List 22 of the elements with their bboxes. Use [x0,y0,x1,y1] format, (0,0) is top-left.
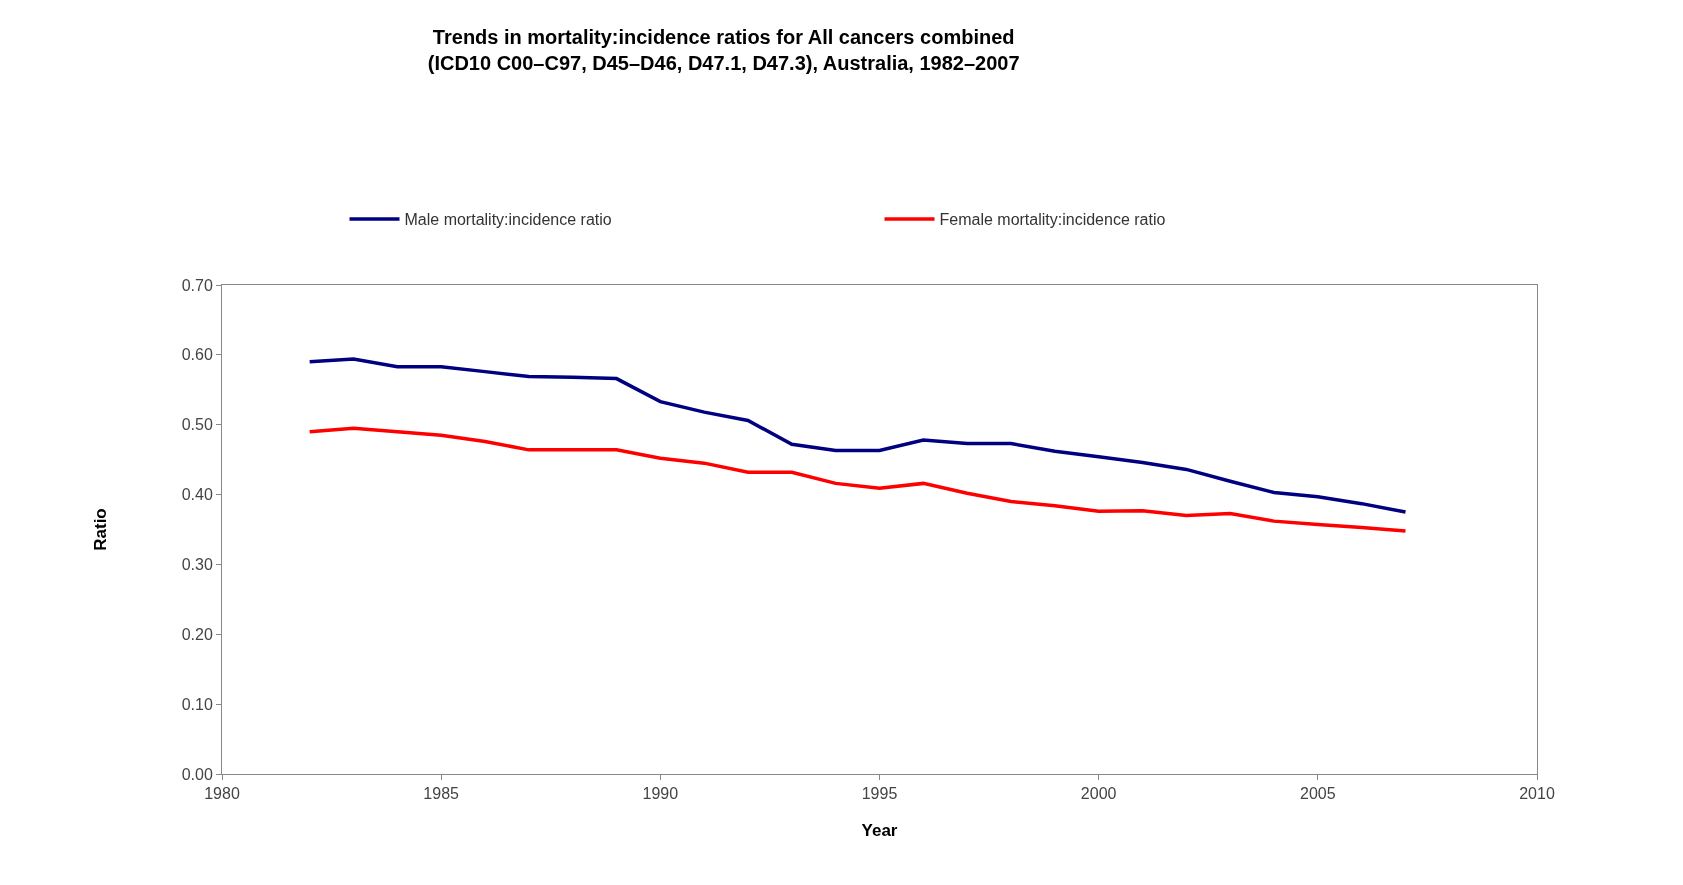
legend-label: Male mortality:incidence ratio [404,211,612,229]
x-tick-label: 1995 [861,785,898,803]
y-tick-label: 0.20 [181,625,213,643]
y-tick-label: 0.60 [181,346,213,364]
legend-label: Female mortality:incidence ratio [939,211,1166,229]
x-tick-label: 2010 [1519,785,1555,803]
line-series [307,357,1408,514]
y-tick-label: 0.30 [181,556,213,574]
x-tick-label: 1985 [423,785,460,803]
x-tick-label: 1990 [642,785,679,803]
y-tick-label: 0.40 [181,486,213,504]
line-series [307,426,1408,533]
y-tick-label: 0.70 [181,276,213,294]
x-tick-label: 1980 [204,785,240,803]
y-tick-label: 0.10 [181,695,213,713]
chart-title: Trends in mortality:incidence ratios for All cancers combined (ICD10 C00–C97, D45–D46, D47.1, D47.3), Australia, 1982–2007 [427,26,1020,75]
x-tick-label: 2005 [1300,785,1336,803]
x-axis-title: Year [861,820,898,840]
y-axis-title: Ratio [91,508,111,551]
x-tick-label: 2000 [1080,785,1117,803]
y-tick-label: 0.50 [181,416,213,434]
y-tick-label: 0.00 [181,765,213,783]
